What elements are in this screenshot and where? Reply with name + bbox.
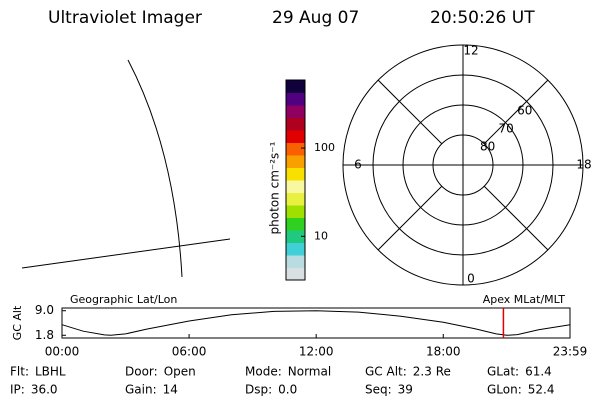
polar-spoke bbox=[483, 79, 549, 145]
status-label: IP: bbox=[10, 383, 25, 397]
plot-title: Geographic Lat/Lon bbox=[70, 293, 177, 306]
status-label: Door: bbox=[125, 365, 158, 379]
status-value: 39 bbox=[398, 383, 413, 397]
status-label: GLat: bbox=[487, 365, 519, 379]
status-label: Mode: bbox=[245, 365, 282, 379]
y-tick-label: 1.8 bbox=[35, 328, 54, 342]
color-segment bbox=[286, 142, 305, 156]
date: 29 Aug 07 bbox=[272, 8, 359, 28]
ring-label: 80 bbox=[480, 140, 495, 154]
status-value: LBHL bbox=[35, 365, 66, 379]
x-tick-label: 06:00 bbox=[172, 345, 207, 359]
mlt-label: 0 bbox=[467, 272, 475, 286]
y-tick-label: 9.0 bbox=[35, 303, 54, 317]
color-segment bbox=[286, 180, 305, 193]
color-segment bbox=[286, 205, 305, 218]
altitude-curve bbox=[61, 310, 571, 336]
axis-label: GC Alt bbox=[11, 305, 24, 340]
color-segment bbox=[286, 130, 305, 143]
color-segment bbox=[286, 192, 305, 206]
color-segment bbox=[286, 267, 305, 281]
status-label: Seq: bbox=[365, 383, 392, 397]
polar-spoke bbox=[377, 185, 443, 251]
color-segment bbox=[286, 167, 305, 181]
colorbar-tick-label: 100 bbox=[314, 141, 335, 154]
status-label: Gain: bbox=[125, 383, 157, 397]
status-label: Dsp: bbox=[245, 383, 272, 397]
color-segment bbox=[286, 242, 305, 256]
colorbar-tick-label: 10 bbox=[314, 229, 328, 242]
color-segment bbox=[286, 155, 305, 168]
colorbar-frame bbox=[285, 79, 306, 281]
ring-label: 60 bbox=[517, 104, 532, 118]
status-value: 14 bbox=[163, 383, 178, 397]
status-value: 61.4 bbox=[525, 365, 552, 379]
status-value: 0.0 bbox=[278, 383, 297, 397]
color-segment bbox=[286, 80, 305, 93]
polar-spoke bbox=[483, 185, 549, 251]
status-value: 52.4 bbox=[528, 383, 555, 397]
time: 20:50:26 UT bbox=[430, 8, 535, 28]
map-grid-line bbox=[21, 238, 231, 269]
mlt-label: 6 bbox=[354, 158, 362, 172]
mlt-label: 18 bbox=[576, 158, 591, 172]
title: Ultraviolet Imager bbox=[48, 8, 202, 28]
status-value: 36.0 bbox=[31, 383, 58, 397]
x-tick-label: 00:00 bbox=[45, 345, 80, 359]
plot-title: Apex MLat/MLT bbox=[483, 293, 566, 306]
status-value: Open bbox=[164, 365, 196, 379]
color-segment bbox=[286, 217, 305, 231]
color-segment bbox=[286, 105, 305, 118]
color-segment bbox=[286, 255, 305, 268]
status-label: GLon: bbox=[487, 383, 522, 397]
x-tick-label: 23:59 bbox=[553, 345, 588, 359]
ring-label: 70 bbox=[499, 122, 514, 136]
color-segment bbox=[286, 230, 305, 243]
color-segment bbox=[286, 117, 305, 131]
x-tick-label: 18:00 bbox=[426, 345, 461, 359]
colorbar-label: photon cm⁻²s⁻¹ bbox=[268, 141, 282, 234]
map-grid-line bbox=[127, 59, 183, 278]
polar-spoke bbox=[377, 79, 443, 145]
mlt-label: 12 bbox=[463, 44, 478, 58]
status-label: GC Alt: bbox=[365, 365, 407, 379]
status-value: Normal bbox=[288, 365, 331, 379]
status-value: 2.3 Re bbox=[413, 365, 451, 379]
x-tick-label: 12:00 bbox=[299, 345, 334, 359]
color-segment bbox=[286, 92, 305, 106]
status-label: Flt: bbox=[10, 365, 29, 379]
